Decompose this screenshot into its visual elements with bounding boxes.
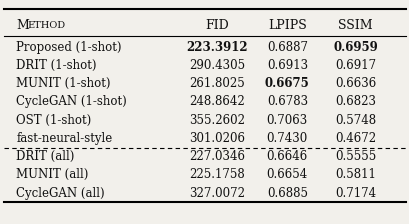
Text: 0.6917: 0.6917 (334, 59, 375, 72)
Text: 327.0072: 327.0072 (189, 187, 245, 200)
Text: 0.4672: 0.4672 (334, 132, 375, 145)
Text: 301.0206: 301.0206 (189, 132, 245, 145)
Text: OST (1-shot): OST (1-shot) (16, 114, 91, 127)
Text: LPIPS: LPIPS (267, 19, 306, 32)
Text: 0.6887: 0.6887 (266, 41, 307, 54)
Text: 0.6783: 0.6783 (266, 95, 307, 108)
Text: ETHOD: ETHOD (27, 21, 65, 30)
Text: 290.4305: 290.4305 (189, 59, 245, 72)
Text: 0.5811: 0.5811 (335, 168, 375, 181)
Text: fast-neural-style: fast-neural-style (16, 132, 112, 145)
Text: SSIM: SSIM (337, 19, 372, 32)
Text: DRIT (all): DRIT (all) (16, 150, 74, 163)
Text: 0.7174: 0.7174 (334, 187, 375, 200)
Text: 0.7430: 0.7430 (266, 132, 307, 145)
Text: 0.7063: 0.7063 (266, 114, 307, 127)
Text: 0.6646: 0.6646 (266, 150, 307, 163)
Text: FID: FID (204, 19, 228, 32)
Text: 0.6823: 0.6823 (335, 95, 375, 108)
Text: 0.5748: 0.5748 (334, 114, 375, 127)
Text: 248.8642: 248.8642 (189, 95, 244, 108)
Text: 223.3912: 223.3912 (186, 41, 247, 54)
Text: 0.6913: 0.6913 (266, 59, 307, 72)
Text: M: M (16, 19, 29, 32)
Text: DRIT (1-shot): DRIT (1-shot) (16, 59, 97, 72)
Text: 227.0346: 227.0346 (189, 150, 245, 163)
Text: Proposed (1-shot): Proposed (1-shot) (16, 41, 121, 54)
Text: 225.1758: 225.1758 (189, 168, 244, 181)
Text: 0.6654: 0.6654 (266, 168, 307, 181)
Text: 0.5555: 0.5555 (334, 150, 375, 163)
Text: 355.2602: 355.2602 (189, 114, 245, 127)
Text: 261.8025: 261.8025 (189, 77, 244, 90)
Text: MUNIT (1-shot): MUNIT (1-shot) (16, 77, 110, 90)
Text: 0.6959: 0.6959 (333, 41, 377, 54)
Text: CycleGAN (all): CycleGAN (all) (16, 187, 105, 200)
Text: 0.6675: 0.6675 (264, 77, 309, 90)
Text: CycleGAN (1-shot): CycleGAN (1-shot) (16, 95, 127, 108)
Text: MUNIT (all): MUNIT (all) (16, 168, 88, 181)
Text: 0.6885: 0.6885 (266, 187, 307, 200)
Text: 0.6636: 0.6636 (334, 77, 375, 90)
